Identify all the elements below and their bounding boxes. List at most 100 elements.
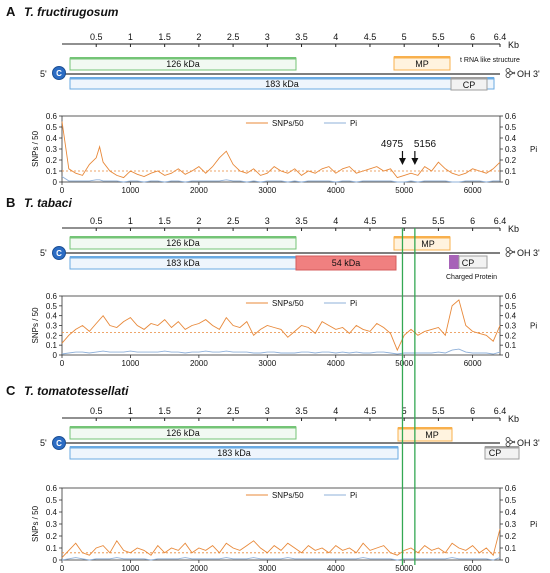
snp-series-line bbox=[61, 299, 501, 352]
y-tick-label-right: 0.6 bbox=[505, 112, 517, 121]
three-prime-label: OH 3' bbox=[517, 438, 540, 448]
snp-chart-c: 0 00.1 0.10.2 0.20.3 0.30.4 0.40.5 0.50.6 0.60 1… bbox=[31, 484, 537, 573]
y-axis-title-right: Pi bbox=[530, 322, 537, 331]
gene-183kda-label: 183 kDa bbox=[265, 79, 299, 89]
y-tick-label-left: 0.6 bbox=[46, 292, 58, 301]
scale-tick-label: 2 bbox=[196, 406, 201, 416]
scale-tick-label: 6.4 bbox=[494, 216, 507, 226]
y-axis-title-left: SNPs / 50 bbox=[31, 130, 40, 167]
y-tick-label-right: 0.1 bbox=[505, 544, 517, 553]
x-tick-label: 1000 bbox=[122, 564, 140, 573]
x-tick-label: 3000 bbox=[258, 359, 276, 368]
scale-tick-label: 2 bbox=[196, 32, 201, 42]
x-tick-label: 5000 bbox=[395, 564, 413, 573]
scale-tick-label: 4.5 bbox=[364, 32, 377, 42]
y-tick-label-left: 0.6 bbox=[46, 112, 58, 121]
scale-tick-label: 1.5 bbox=[158, 32, 171, 42]
scale-tick-label: 1 bbox=[128, 406, 133, 416]
scale-tick-label: 1 bbox=[128, 216, 133, 226]
scale-tick-label: 6.4 bbox=[494, 32, 507, 42]
y-tick-label-left: 0 bbox=[53, 178, 58, 187]
scale-tick-label: 6 bbox=[470, 216, 475, 226]
y-tick-label-left: 0.3 bbox=[46, 145, 58, 154]
cap-icon: C bbox=[52, 246, 66, 260]
scale-tick-label: 0.5 bbox=[90, 32, 103, 42]
scissors-icon bbox=[505, 437, 516, 447]
y-tick-label-right: 0.2 bbox=[505, 156, 517, 165]
marker-arrowhead bbox=[398, 158, 406, 165]
scale-tick-label: 3.5 bbox=[295, 406, 308, 416]
five-prime-label: 5' bbox=[40, 438, 47, 448]
marker-annotations: 4975 5156 bbox=[381, 139, 437, 165]
genome-scale-bar: 0.5 1 1.5 2 2.5 3 3.5 4 4.5 5 5.5 6 6.4Kb bbox=[62, 32, 519, 50]
y-tick-label-left: 0.3 bbox=[46, 520, 58, 529]
y-tick-label-left: 0.4 bbox=[46, 508, 58, 517]
gene-cp-edge bbox=[451, 77, 487, 80]
y-tick-label-left: 0.4 bbox=[46, 134, 58, 143]
x-tick-label: 6000 bbox=[464, 359, 482, 368]
y-tick-label-right: 0.6 bbox=[505, 484, 517, 493]
scale-tick-label: 4.5 bbox=[364, 406, 377, 416]
x-tick-label: 4000 bbox=[327, 359, 345, 368]
trna-structure-label: t RNA like structure bbox=[460, 57, 520, 64]
gene-126kda-label: 126 kDa bbox=[166, 238, 200, 248]
x-tick-label: 2000 bbox=[190, 564, 208, 573]
y-tick-label-left: 0.2 bbox=[46, 156, 58, 165]
cap-icon: C bbox=[52, 66, 66, 80]
genome-scale-bar: 0.5 1 1.5 2 2.5 3 3.5 4 4.5 5 5.5 6 6.4Kb bbox=[62, 216, 519, 234]
pi-series-line bbox=[61, 557, 501, 561]
gene-183kda-label: 183 kDa bbox=[217, 448, 251, 458]
panel-title: T. tomatotessellati bbox=[24, 384, 129, 398]
gene-126kda-label: 126 kDa bbox=[166, 59, 200, 69]
gene-126kda-edge bbox=[70, 236, 296, 239]
scale-tick-label: 4.5 bbox=[364, 216, 377, 226]
snp-series-line bbox=[61, 528, 501, 558]
scale-tick-label: 4 bbox=[333, 406, 338, 416]
y-tick-label-right: 0.4 bbox=[505, 312, 517, 321]
y-tick-label-right: 0.4 bbox=[505, 134, 517, 143]
marker-label-4975: 4975 bbox=[381, 139, 404, 150]
cap-label: C bbox=[56, 69, 62, 78]
scale-tick-label: 5 bbox=[402, 32, 407, 42]
y-tick-label-right: 0.3 bbox=[505, 145, 517, 154]
y-tick-label-left: 0 bbox=[53, 556, 58, 565]
y-tick-label-right: 0.4 bbox=[505, 508, 517, 517]
y-tick-label-right: 0.5 bbox=[505, 123, 517, 132]
y-tick-label-right: 0.1 bbox=[505, 167, 517, 176]
five-prime-label: 5' bbox=[40, 69, 47, 79]
gene-183kda-edge bbox=[70, 77, 494, 80]
gene-54kda-label: 54 kDa bbox=[332, 258, 361, 268]
genome-scale-bar: 0.5 1 1.5 2 2.5 3 3.5 4 4.5 5 5.5 6 6.4Kb bbox=[62, 406, 519, 424]
scale-tick-label: 0.5 bbox=[90, 216, 103, 226]
gene-126kda-edge bbox=[70, 57, 296, 60]
scale-tick-label: 2.5 bbox=[227, 406, 240, 416]
y-tick-label-left: 0.3 bbox=[46, 322, 58, 331]
scale-tick-label: 3.5 bbox=[295, 216, 308, 226]
cap-icon: C bbox=[52, 436, 66, 450]
scale-tick-label: 3.5 bbox=[295, 32, 308, 42]
scale-tick-label: 6.4 bbox=[494, 406, 507, 416]
x-tick-label: 6000 bbox=[464, 564, 482, 573]
y-tick-label-right: 0 bbox=[505, 178, 510, 187]
gene-mp-edge bbox=[394, 236, 450, 239]
scale-tick-label: 5.5 bbox=[432, 32, 445, 42]
scale-tick-label: 5.5 bbox=[432, 216, 445, 226]
y-tick-label-right: 0.3 bbox=[505, 520, 517, 529]
x-tick-label: 0 bbox=[60, 186, 65, 195]
legend-label-snps: SNPs/50 bbox=[272, 119, 304, 128]
charged-protein-label: Charged Protein bbox=[446, 274, 497, 281]
scale-tick-label: 1 bbox=[128, 32, 133, 42]
cap-label: C bbox=[56, 249, 62, 258]
gene-mp-label: MP bbox=[415, 59, 429, 69]
gene-54kda bbox=[295, 255, 397, 271]
y-tick-label-right: 0.2 bbox=[505, 331, 517, 340]
x-tick-label: 4000 bbox=[327, 186, 345, 195]
marker-label-5156: 5156 bbox=[414, 139, 437, 150]
pi-series-line bbox=[61, 176, 500, 183]
gene-charged-protein bbox=[449, 255, 459, 269]
gene-cp bbox=[458, 255, 488, 269]
panel-letter: C bbox=[6, 383, 16, 398]
gene-183kda-label: 183 kDa bbox=[166, 258, 200, 268]
scissors-icon bbox=[505, 247, 516, 257]
